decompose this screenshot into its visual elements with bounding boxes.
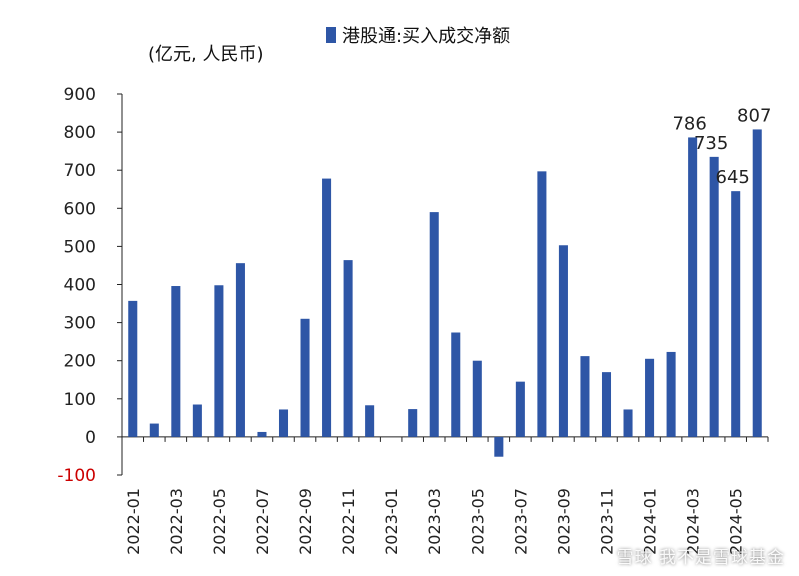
x-tick-label: 2022-01: [124, 488, 143, 555]
data-label: 645: [716, 167, 750, 188]
y-tick-label: 100: [64, 390, 96, 410]
x-tick-label: 2024-01: [641, 488, 660, 555]
bar-2023-02: [408, 409, 418, 437]
x-tick-label: 2022-03: [167, 488, 186, 555]
bar-2022-10: [322, 178, 332, 437]
x-tick-label: 2022-09: [296, 488, 315, 555]
x-tick-label: 2022-05: [210, 488, 229, 555]
y-tick-label: 400: [64, 276, 96, 296]
bar-2023-07: [515, 381, 525, 437]
bar-2022-01: [128, 300, 138, 437]
bar-2023-04: [451, 332, 461, 437]
bar-2022-08: [278, 409, 289, 437]
bar-2023-10: [580, 356, 590, 437]
legend-swatch: [326, 27, 336, 43]
x-tick-label: 2023-09: [554, 488, 573, 555]
bar-2024-05: [731, 191, 741, 437]
y-tick-label: 900: [64, 85, 96, 105]
bar-2022-07: [257, 431, 267, 437]
x-tick-label: 2023-05: [468, 488, 487, 555]
data-label: 735: [694, 133, 728, 154]
x-tick-label: 2023-01: [382, 488, 401, 555]
y-tick-label: 700: [64, 161, 96, 181]
y-tick-label: 0: [85, 428, 96, 448]
y-tick-label: -100: [57, 466, 96, 486]
bar-2023-12: [623, 409, 633, 437]
x-tick-label: 2022-07: [253, 488, 272, 555]
y-tick-label: 300: [64, 314, 96, 334]
data-label: 807: [737, 105, 771, 126]
bar-2022-04: [192, 404, 202, 437]
x-tick-label: 2022-11: [339, 488, 358, 555]
bar-2023-05: [472, 360, 482, 437]
y-tick-label: 800: [64, 123, 96, 143]
watermark: 雪球 我不是雪球基金: [616, 548, 785, 568]
bar-2022-03: [171, 286, 181, 437]
x-tick-label: 2023-11: [598, 488, 617, 555]
bar-2023-06: [494, 436, 504, 457]
x-tick-label: 2023-07: [511, 488, 530, 555]
x-tick-label: 2024-05: [727, 488, 746, 555]
bar-2023-11: [601, 372, 612, 437]
bar-2022-06: [235, 263, 245, 437]
bar-2023-08: [537, 171, 547, 437]
y-tick-label: 200: [64, 352, 96, 372]
bar-2023-03: [429, 212, 439, 437]
unit-label: (亿元, 人民币): [148, 44, 264, 65]
bar-2022-02: [149, 423, 159, 437]
y-tick-label: 600: [64, 199, 96, 219]
bar-2024-01: [645, 358, 655, 437]
bar-2022-05: [214, 285, 224, 437]
bar-2024-02: [666, 351, 676, 437]
x-tick-label: 2023-03: [425, 488, 444, 555]
bar-2024-06: [752, 129, 762, 437]
bar-2022-12: [365, 405, 375, 437]
bar-2024-03: [688, 137, 698, 437]
bar-2023-09: [558, 245, 568, 437]
bar-2022-11: [343, 260, 353, 437]
chart-legend: 港股通:买入成交净额: [326, 22, 510, 48]
x-tick-label: 2024-03: [684, 488, 703, 555]
y-tick-label: 500: [64, 237, 96, 257]
bar-2022-09: [300, 318, 310, 437]
legend-label: 港股通:买入成交净额: [342, 26, 511, 47]
data-label: 786: [672, 113, 706, 134]
bar-2024-04: [709, 156, 719, 437]
